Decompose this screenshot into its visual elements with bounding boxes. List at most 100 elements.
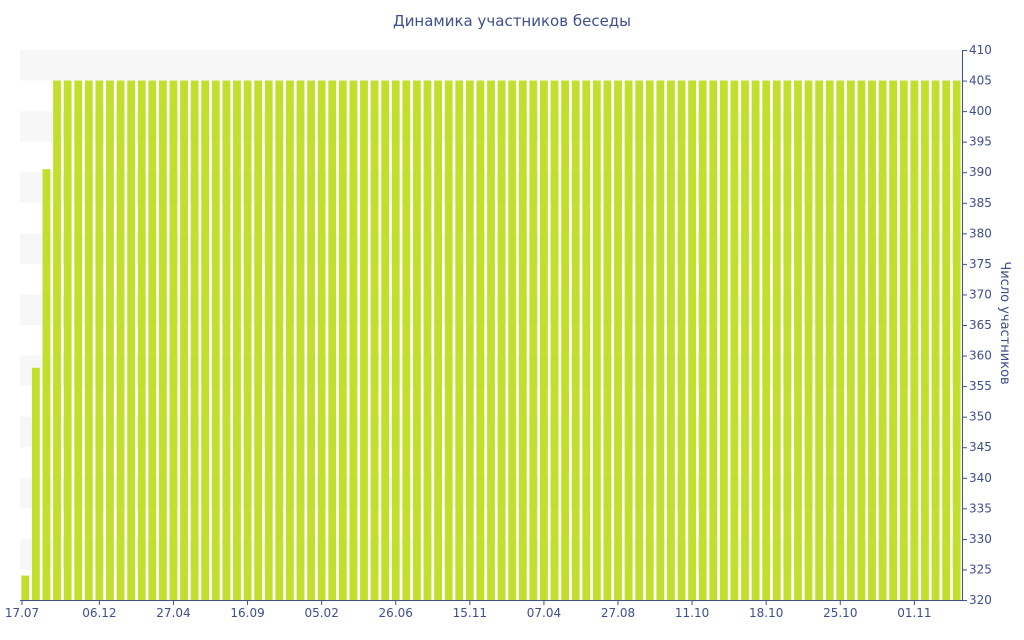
bar bbox=[825, 80, 834, 601]
bar bbox=[211, 80, 220, 601]
x-tick-label: 01.11 bbox=[897, 606, 931, 620]
bar bbox=[677, 80, 686, 601]
bar bbox=[741, 80, 749, 601]
bar bbox=[233, 80, 241, 601]
bars bbox=[21, 80, 961, 601]
y-tick-label: 375 bbox=[969, 257, 992, 271]
x-tick-label: 25.10 bbox=[823, 606, 857, 620]
bar bbox=[95, 80, 104, 601]
bar bbox=[815, 80, 824, 601]
bar bbox=[497, 80, 506, 601]
x-tick-label: 17.07 bbox=[5, 606, 39, 620]
bar bbox=[540, 80, 548, 601]
x-tick-label: 06.12 bbox=[82, 606, 116, 620]
y-tick-label: 325 bbox=[969, 562, 992, 576]
bar bbox=[772, 80, 781, 601]
bar bbox=[222, 80, 231, 601]
x-tick-label: 07.04 bbox=[527, 606, 561, 620]
y-tick-label: 360 bbox=[969, 349, 992, 363]
y-tick-label: 340 bbox=[969, 471, 992, 485]
y-tick-label: 410 bbox=[969, 43, 992, 57]
bar bbox=[635, 80, 644, 601]
bar bbox=[952, 80, 961, 601]
bar bbox=[402, 80, 411, 601]
y-tick-label: 385 bbox=[969, 196, 992, 210]
x-tick-label: 18.10 bbox=[749, 606, 783, 620]
y-tick-label: 390 bbox=[969, 165, 992, 179]
y-tick-label: 320 bbox=[969, 593, 992, 607]
x-axis: 17.07 06.12 27.04 16.09 05.02 26.06 15.11 07.04… bbox=[5, 600, 962, 620]
bar bbox=[846, 80, 855, 601]
bar bbox=[942, 80, 951, 601]
bar bbox=[751, 80, 760, 601]
bar bbox=[201, 80, 210, 601]
y-tick-label: 355 bbox=[969, 379, 992, 393]
bar bbox=[730, 80, 739, 601]
bar bbox=[645, 80, 654, 601]
bar bbox=[423, 80, 432, 601]
y-tick-label: 370 bbox=[969, 287, 992, 301]
bar bbox=[307, 80, 315, 601]
bar bbox=[127, 80, 136, 601]
bar bbox=[656, 80, 665, 601]
bar bbox=[804, 80, 813, 601]
bar bbox=[275, 80, 284, 601]
y-tick-label: 405 bbox=[969, 74, 992, 88]
y-axis: 320 325 330 335 340 345 350 355 360 365 370 375 380 3… bbox=[962, 43, 992, 607]
bar bbox=[317, 80, 326, 601]
bar bbox=[529, 80, 538, 601]
bar bbox=[518, 80, 527, 601]
bar bbox=[63, 80, 72, 601]
y-tick-label: 400 bbox=[969, 104, 992, 118]
y-tick-label: 380 bbox=[969, 226, 992, 240]
bar bbox=[137, 80, 146, 601]
bar bbox=[243, 80, 252, 601]
bar bbox=[910, 80, 919, 601]
x-tick-label: 11.10 bbox=[675, 606, 709, 620]
x-tick-label: 27.04 bbox=[156, 606, 190, 620]
bar bbox=[254, 80, 263, 601]
bar bbox=[169, 80, 178, 601]
bar bbox=[487, 80, 495, 601]
bar bbox=[688, 80, 697, 601]
x-tick-label: 26.06 bbox=[379, 606, 413, 620]
bar bbox=[21, 575, 30, 600]
bar bbox=[465, 80, 474, 601]
bar bbox=[921, 80, 929, 601]
bar bbox=[42, 169, 51, 600]
bar bbox=[762, 80, 771, 601]
bar bbox=[582, 80, 591, 601]
bar bbox=[391, 80, 400, 601]
bar bbox=[412, 80, 421, 601]
bar bbox=[370, 80, 379, 601]
x-tick-label: 16.09 bbox=[230, 606, 264, 620]
y-tick-label: 330 bbox=[969, 532, 992, 546]
bar bbox=[116, 80, 125, 601]
bar bbox=[571, 80, 580, 601]
bar bbox=[624, 80, 633, 601]
bar bbox=[508, 80, 517, 601]
bar bbox=[931, 80, 940, 601]
bar bbox=[360, 80, 368, 601]
bar bbox=[328, 80, 337, 601]
bar bbox=[550, 80, 559, 601]
bar bbox=[264, 80, 273, 601]
bar bbox=[868, 80, 876, 601]
bar bbox=[106, 80, 114, 601]
bar bbox=[614, 80, 622, 601]
y-tick-label: 335 bbox=[969, 501, 992, 515]
bar bbox=[698, 80, 707, 601]
bar bbox=[349, 80, 358, 601]
bar bbox=[158, 80, 167, 601]
grid-band bbox=[20, 50, 962, 81]
bar bbox=[338, 80, 347, 601]
bar bbox=[709, 80, 718, 601]
y-tick-label: 365 bbox=[969, 318, 992, 332]
bar bbox=[889, 80, 898, 601]
bar bbox=[899, 80, 908, 601]
bar bbox=[667, 80, 675, 601]
bar bbox=[381, 80, 390, 601]
y-axis-title: Число участников bbox=[997, 261, 1012, 384]
y-tick-label: 350 bbox=[969, 410, 992, 424]
